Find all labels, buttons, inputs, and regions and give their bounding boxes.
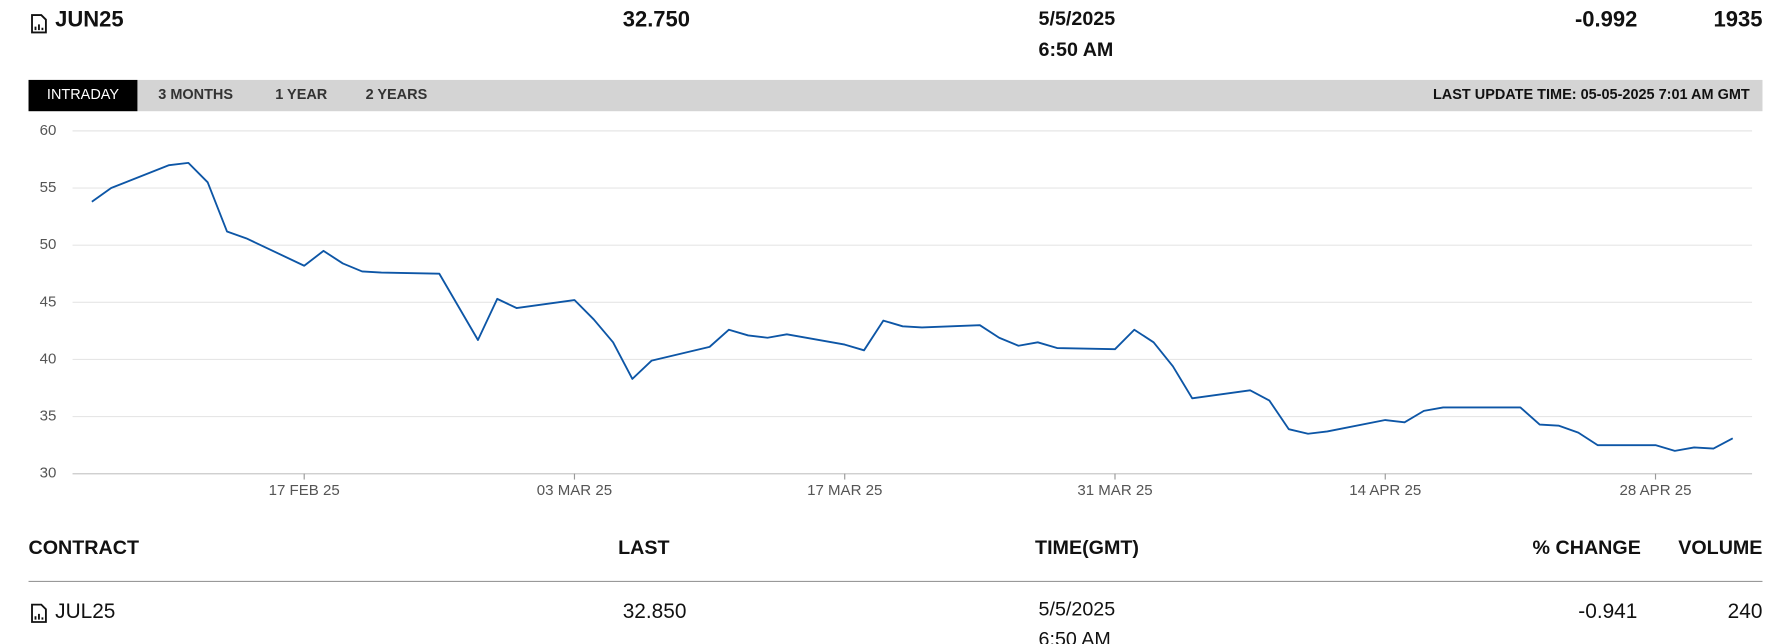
y-tick-label: 60 bbox=[40, 122, 57, 139]
contract-icon bbox=[31, 14, 47, 34]
time-date: 5/5/2025 bbox=[1039, 599, 1116, 621]
tab[interactable]: 3 MONTHS bbox=[158, 87, 233, 103]
last: 32.850 bbox=[623, 600, 687, 623]
contract[interactable]: JUL25 bbox=[55, 600, 115, 623]
last: 32.750 bbox=[623, 7, 690, 32]
x-tick-label: 28 APR 25 bbox=[1620, 482, 1692, 499]
y-tick-label: 55 bbox=[40, 179, 57, 196]
y-tick-label: 50 bbox=[40, 236, 57, 253]
col-header: VOLUME bbox=[1678, 537, 1762, 559]
x-tick-label: 03 MAR 25 bbox=[537, 482, 612, 499]
price-line bbox=[91, 161, 1734, 452]
time-clock: 6:50 AM bbox=[1039, 629, 1111, 644]
contract-icon bbox=[31, 603, 47, 623]
active-tab[interactable] bbox=[28, 79, 138, 112]
tab[interactable]: 2 YEARS bbox=[366, 87, 428, 103]
volume: 240 bbox=[1728, 600, 1763, 623]
x-tick-label: 17 MAR 25 bbox=[807, 482, 882, 499]
col-header: TIME(GMT) bbox=[1035, 537, 1139, 559]
x-tick-label: 31 MAR 25 bbox=[1077, 482, 1152, 499]
volume: 1935 bbox=[1714, 7, 1763, 32]
time-date: 5/5/2025 bbox=[1039, 8, 1116, 30]
x-tick-label: 17 FEB 25 bbox=[269, 482, 340, 499]
change: -0.992 bbox=[1575, 7, 1637, 32]
chart: 30 35 40 45 50 55 60 17 FEB 25 03 MAR 25 17 MAR 2… bbox=[40, 122, 1753, 499]
y-tick-label: 30 bbox=[40, 465, 57, 482]
tab[interactable]: 1 YEAR bbox=[275, 87, 328, 103]
y-tick-label: 35 bbox=[40, 408, 57, 425]
x-tick-label: 14 APR 25 bbox=[1349, 482, 1421, 499]
contract[interactable]: JUN25 bbox=[55, 7, 123, 32]
col-header: % CHANGE bbox=[1533, 537, 1641, 559]
change: -0.941 bbox=[1578, 600, 1637, 623]
tab-bar bbox=[28, 79, 1763, 112]
y-tick-label: 40 bbox=[40, 350, 57, 367]
last-update: LAST UPDATE TIME: 05-05-2025 7:01 AM GMT bbox=[1433, 87, 1750, 103]
tab[interactable]: INTRADAY bbox=[47, 87, 119, 103]
col-header: LAST bbox=[618, 537, 669, 559]
col-header: CONTRACT bbox=[29, 537, 139, 559]
time-clock: 6:50 AM bbox=[1039, 39, 1114, 61]
y-tick-label: 45 bbox=[40, 293, 57, 310]
